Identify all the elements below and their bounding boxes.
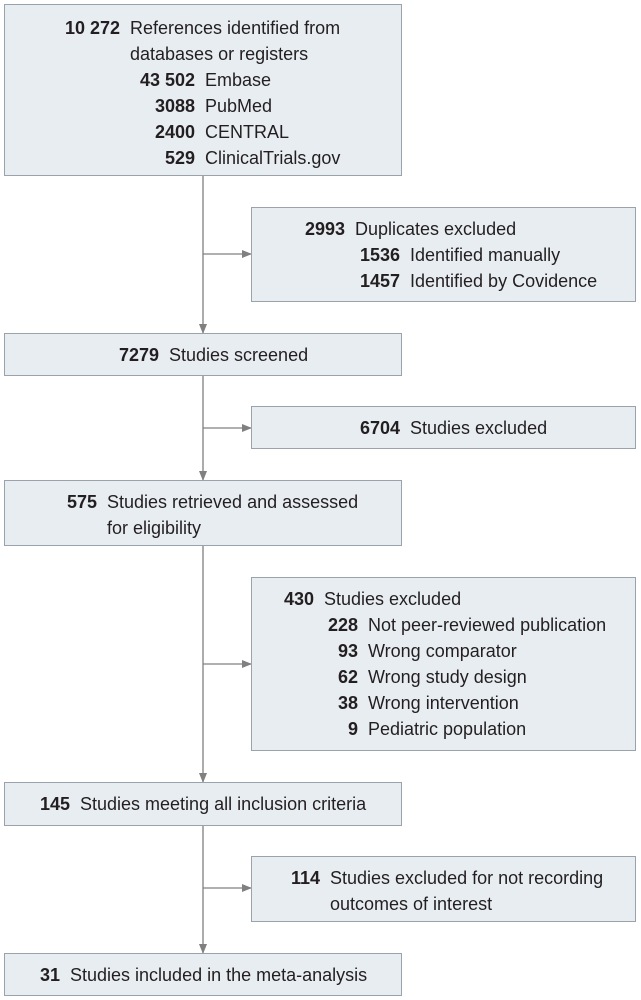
reason-label: Wrong comparator: [368, 641, 517, 661]
exclusion-reason-row: 93 Wrong comparator: [252, 638, 635, 664]
source-row-clinicaltrials: 529 ClinicalTrials.gov: [5, 145, 401, 171]
duplicates-item-count: 1457: [359, 271, 400, 291]
outcome-excluded-box: 114 Studies excluded for not recording o…: [251, 856, 636, 922]
screened-box: 7279 Studies screened: [4, 333, 402, 376]
identified-label-line2: databases or registers: [130, 44, 309, 64]
included-box: 31 Studies included in the meta-analysis: [4, 953, 402, 996]
exclusion-reason-row: 228 Not peer-reviewed publication: [252, 612, 635, 638]
meeting-criteria-box: 145 Studies meeting all inclusion criter…: [4, 782, 402, 826]
source-row-pubmed: 3088 PubMed: [5, 93, 401, 119]
duplicates-item-label: Identified by Covidence: [410, 271, 598, 291]
duplicates-item-row: 1457 Identified by Covidence: [252, 268, 635, 294]
eligibility-excluded-count: 430: [283, 589, 314, 609]
eligibility-excluded-box: 430 Studies excluded 228 Not peer-review…: [251, 577, 636, 751]
reason-label: Wrong study design: [368, 667, 527, 687]
identified-total-row: 10 272 References identified from databa…: [5, 15, 401, 67]
reason-count: 9: [347, 719, 358, 739]
source-count: 2400: [154, 122, 195, 142]
reason-count: 93: [337, 641, 358, 661]
duplicates-label: Duplicates excluded: [355, 219, 517, 239]
outcome-excluded-label-line1: Studies excluded for not recording: [330, 868, 604, 888]
reason-count: 38: [337, 693, 358, 713]
included-label: Studies included in the meta-analysis: [70, 965, 368, 985]
retrieved-label-line2: for eligibility: [107, 518, 202, 538]
reason-label: Wrong intervention: [368, 693, 519, 713]
source-label: Embase: [205, 70, 272, 90]
screen-excluded-count: 6704: [359, 418, 400, 438]
retrieved-label-line1: Studies retrieved and assessed: [107, 492, 359, 512]
screened-count: 7279: [118, 345, 159, 365]
meeting-label: Studies meeting all inclusion criteria: [80, 794, 367, 814]
eligibility-excluded-label: Studies excluded: [324, 589, 462, 609]
exclusion-reason-row: 62 Wrong study design: [252, 664, 635, 690]
identified-total-count: 10 272: [64, 18, 120, 38]
source-count: 3088: [154, 96, 195, 116]
source-label: CENTRAL: [205, 122, 290, 142]
screen-excluded-box: 6704 Studies excluded: [251, 406, 636, 449]
reason-count: 228: [327, 615, 358, 635]
retrieved-count: 575: [66, 492, 97, 512]
duplicates-item-label: Identified manually: [410, 245, 561, 265]
duplicates-count: 2993: [304, 219, 345, 239]
source-label: ClinicalTrials.gov: [205, 148, 341, 168]
duplicates-item-row: 1536 Identified manually: [252, 242, 635, 268]
identified-label-line1: References identified from: [130, 18, 341, 38]
duplicates-total-row: 2993 Duplicates excluded: [252, 216, 635, 242]
duplicates-box: 2993 Duplicates excluded 1536 Identified…: [251, 207, 636, 302]
source-row-central: 2400 CENTRAL: [5, 119, 401, 145]
screened-label: Studies screened: [169, 345, 309, 365]
eligibility-excluded-total-row: 430 Studies excluded: [252, 586, 635, 612]
reason-label: Pediatric population: [368, 719, 527, 739]
screen-excluded-label: Studies excluded: [410, 418, 548, 438]
duplicates-item-count: 1536: [359, 245, 400, 265]
reason-label: Not peer-reviewed publication: [368, 615, 607, 635]
source-row-embase: 43 502 Embase: [5, 67, 401, 93]
source-count: 43 502: [139, 70, 195, 90]
reason-count: 62: [337, 667, 358, 687]
exclusion-reason-row: 9 Pediatric population: [252, 716, 635, 742]
exclusion-reason-row: 38 Wrong intervention: [252, 690, 635, 716]
source-label: PubMed: [205, 96, 273, 116]
identification-box: 10 272 References identified from databa…: [4, 4, 402, 176]
retrieved-box: 575 Studies retrieved and assessed for e…: [4, 480, 402, 546]
source-count: 529: [164, 148, 195, 168]
outcome-excluded-count: 114: [290, 868, 320, 888]
outcome-excluded-label-line2: outcomes of interest: [330, 894, 493, 914]
meeting-count: 145: [39, 794, 70, 814]
included-count: 31: [39, 965, 60, 985]
